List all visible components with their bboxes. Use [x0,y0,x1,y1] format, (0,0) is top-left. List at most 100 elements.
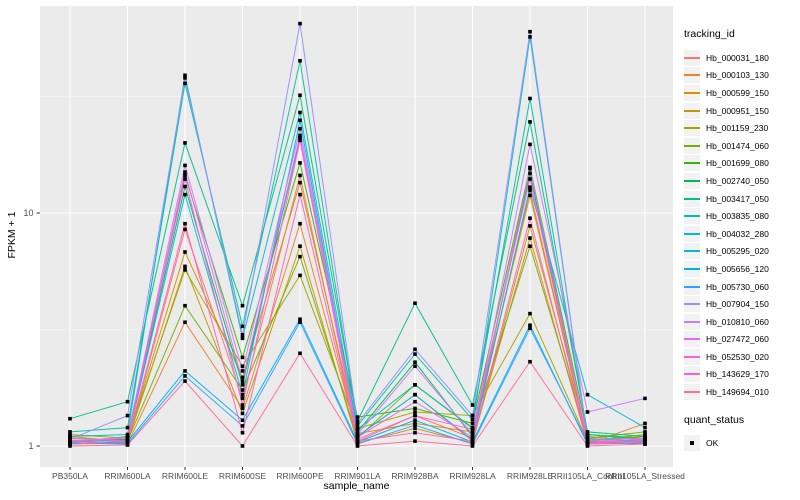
x-tick-label: RRIM928BA [391,471,439,481]
data-point [643,421,647,426]
data-point [528,142,532,147]
data-point [240,444,245,448]
legend-items-tracking-id: Hb_000031_180 Hb_000103_130 Hb_000599_150 H… [684,49,800,401]
data-point [528,166,532,171]
data-point [585,392,590,397]
data-point [413,410,417,414]
line-color-key-icon [684,120,700,137]
legend-title-quant-status: quant_status [684,413,745,426]
data-point [298,180,302,185]
data-point [643,430,647,434]
data-point [125,413,130,418]
data-point [298,221,302,226]
data-point [240,379,245,383]
line-color-key-icon [684,67,700,84]
square-point-key-icon [684,434,700,451]
data-point [183,227,187,232]
x-tick-label: RRIM600PE [276,471,324,481]
data-point [528,120,532,124]
data-point [298,192,302,197]
x-tick-label: RRIM928LA [449,471,496,481]
data-point [125,436,130,440]
data-point [413,430,417,435]
x-tick-label: RRII105LA_Control [551,471,625,481]
data-point [183,177,187,181]
data-point [240,411,245,416]
x-tick-label: PB350LA [52,471,88,481]
line-color-key-icon [684,49,700,66]
data-point [528,171,532,176]
data-point [413,352,417,356]
data-point [240,324,245,329]
data-point [355,437,360,441]
x-tick-label: RRIM600LE [162,471,209,481]
legend-title-tracking-id: tracking_id [684,28,735,40]
legend-item: Hb_007904_150 [684,295,800,313]
data-point [240,388,245,392]
data-point [643,437,647,441]
data-point [643,432,647,437]
data-point [413,392,417,397]
data-point [355,442,360,446]
data-point [240,336,245,341]
legend-item: Hb_027472_060 [684,331,800,349]
x-tick-label: RRIM901LA [334,471,381,481]
data-point [240,355,245,360]
data-point [298,126,302,131]
legend-item-label: Hb_003417_050 [706,193,769,204]
data-point [528,177,532,181]
data-point [585,439,590,443]
data-point [68,432,72,437]
data-point [528,29,532,34]
data-point [298,138,302,143]
data-point [355,415,360,419]
line-color-key-icon [684,225,700,242]
legend-item-label: Hb_010810_060 [706,316,769,327]
data-point [183,76,187,80]
legend-item-label: Hb_003835_080 [706,211,769,222]
legend-item: Hb_005656_120 [684,260,800,278]
data-point [643,425,647,430]
data-point [183,73,187,78]
data-point [240,333,245,337]
data-point [413,364,417,368]
data-point [528,188,532,193]
data-point [355,432,360,437]
legend-item-label: Hb_004032_280 [706,228,769,239]
data-point [470,430,475,434]
legend-item-label: Hb_149694_010 [706,387,769,398]
data-point [413,406,417,411]
data-point [355,444,360,448]
data-point [355,435,360,440]
data-point [183,184,187,189]
data-point [240,303,245,308]
data-point [298,161,302,165]
line-color-key-icon [684,137,700,154]
data-point [528,311,532,316]
data-point [643,440,647,444]
line-color-key-icon [684,278,700,295]
legend-item-label: Hb_007904_150 [706,299,769,310]
line-color-key-icon [684,348,700,365]
data-point [528,35,532,39]
data-point [240,424,245,428]
data-point [470,421,475,426]
line-color-key-icon [684,155,700,172]
data-point [528,185,532,189]
legend-item-label: Hb_005295_020 [706,246,769,257]
data-point [183,250,187,254]
legend-item: Hb_143629_170 [684,366,800,384]
data-point [68,444,72,448]
panel-background [40,6,673,467]
legend-item: Hb_010810_060 [684,313,800,331]
legend: tracking_id Hb_000031_180 Hb_000103_130 Hb… [684,28,800,451]
data-point [585,442,590,446]
legend-item: Hb_003835_080 [684,207,800,225]
data-point [470,439,475,443]
data-point [298,273,302,278]
data-point [298,320,302,324]
legend-item: Hb_005730_060 [684,278,800,296]
line-color-key-icon [684,260,700,277]
data-point [298,118,302,123]
